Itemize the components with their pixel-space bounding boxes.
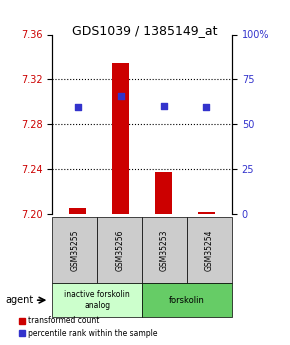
- Text: GSM35256: GSM35256: [115, 229, 124, 271]
- Text: inactive forskolin
analog: inactive forskolin analog: [64, 290, 130, 310]
- Text: GSM35255: GSM35255: [70, 229, 79, 271]
- Bar: [69, 208, 86, 214]
- Text: GSM35253: GSM35253: [160, 229, 169, 271]
- Point: [161, 104, 166, 109]
- Text: forskolin: forskolin: [169, 296, 205, 305]
- Bar: [155, 172, 172, 214]
- Text: GSM35254: GSM35254: [205, 229, 214, 271]
- Point: [204, 105, 209, 110]
- Text: GDS1039 / 1385149_at: GDS1039 / 1385149_at: [72, 24, 218, 37]
- Point: [118, 93, 123, 99]
- Point: [76, 105, 80, 110]
- Bar: [198, 211, 215, 214]
- Legend: transformed count, percentile rank within the sample: transformed count, percentile rank withi…: [15, 313, 160, 341]
- Bar: [112, 62, 129, 214]
- Text: agent: agent: [6, 295, 34, 305]
